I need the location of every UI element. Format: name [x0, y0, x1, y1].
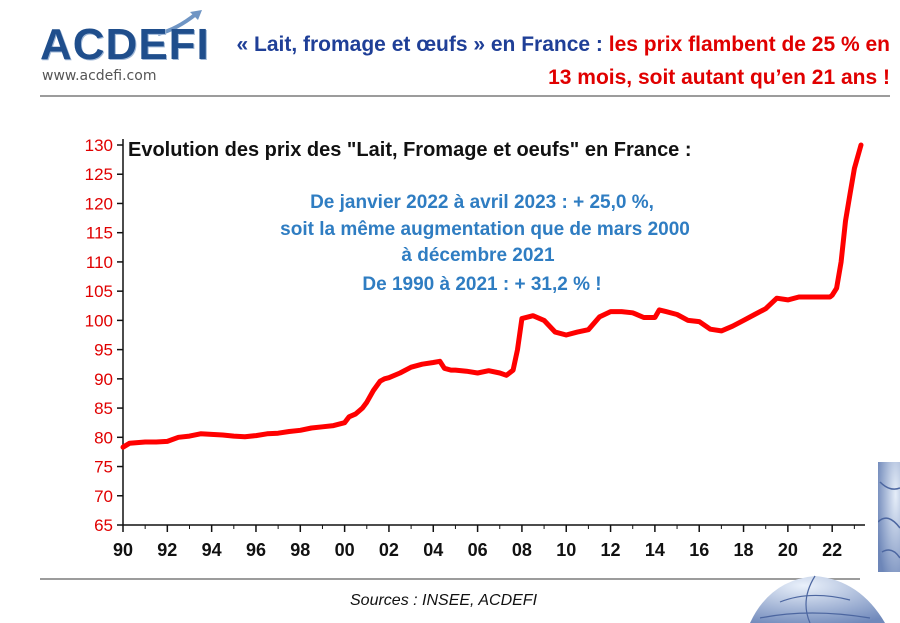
y-tick-label: 115 — [86, 224, 113, 243]
top-divider — [40, 95, 890, 97]
y-tick-label: 120 — [85, 194, 113, 213]
y-tick-label: 110 — [86, 253, 113, 272]
annotation-line-1: De janvier 2022 à avril 2023 : + 25,0 %, — [310, 192, 654, 213]
x-tick-label: 18 — [734, 540, 754, 560]
y-tick-label: 80 — [94, 428, 113, 447]
x-tick-label: 00 — [335, 540, 355, 560]
logo-name: ACDEFI — [40, 20, 210, 69]
headline-blue: « Lait, fromage et œufs » en France : — [236, 33, 609, 56]
y-axis: 65 70 75 80 85 90 95 100 105 110 115 120 125 130 — [85, 136, 124, 535]
y-tick-label: 105 — [85, 282, 113, 301]
headline-red: les prix flambent de 25 % en 13 mois, so… — [548, 33, 890, 89]
globe-icon — [878, 462, 900, 572]
x-tick-label: 92 — [157, 540, 177, 560]
y-tick-label: 125 — [85, 165, 113, 184]
y-tick-label: 85 — [94, 399, 113, 418]
x-tick-label: 90 — [113, 540, 133, 560]
annotation-line-3: à décembre 2021 — [401, 245, 555, 266]
price-evolution-chart: 65 70 75 80 85 90 95 100 105 110 115 120 125 130 90 92… — [85, 136, 865, 560]
x-tick-label: 96 — [246, 540, 266, 560]
x-tick-label: 20 — [778, 540, 798, 560]
logo-url: www.acdefi.com — [42, 68, 157, 84]
x-tick-label: 12 — [601, 540, 621, 560]
annotation-line-2: soit la même augmentation que de mars 20… — [280, 219, 690, 240]
x-axis: 90 92 94 96 98 00 02 04 06 08 10 12 14 16 18 20 22 — [113, 524, 865, 560]
bottom-divider — [40, 578, 860, 580]
y-tick-label: 70 — [94, 487, 113, 506]
chart-annotation: De janvier 2022 à avril 2023 : + 25,0 %,… — [280, 192, 690, 295]
headline: « Lait, fromage et œufs » en France : le… — [210, 28, 890, 94]
y-tick-label: 75 — [94, 458, 113, 477]
x-tick-label: 14 — [645, 540, 665, 560]
x-tick-label: 16 — [689, 540, 709, 560]
y-tick-label: 90 — [94, 370, 113, 389]
x-tick-label: 06 — [468, 540, 488, 560]
x-tick-label: 04 — [423, 540, 443, 560]
source-note: Sources : INSEE, ACDEFI — [350, 592, 538, 609]
y-tick-label: 100 — [85, 311, 113, 330]
price-series-line — [120, 142, 864, 450]
y-tick-label: 95 — [94, 341, 113, 360]
x-tick-label: 02 — [379, 540, 399, 560]
x-tick-label: 08 — [512, 540, 532, 560]
x-tick-label: 22 — [822, 540, 842, 560]
arrow-up-right-icon — [157, 10, 202, 36]
x-tick-label: 98 — [290, 540, 310, 560]
x-tick-label: 94 — [202, 540, 222, 560]
globe-bottom-icon — [750, 575, 885, 623]
annotation-line-4: De 1990 à 2021 : + 31,2 % ! — [362, 274, 601, 295]
y-tick-label: 65 — [94, 516, 113, 535]
x-tick-label: 10 — [556, 540, 576, 560]
acdefi-logo: ACDEFI www.acdefi.com — [38, 8, 210, 86]
chart-title: Evolution des prix des "Lait, Fromage et… — [128, 139, 692, 161]
y-tick-label: 130 — [85, 136, 113, 155]
